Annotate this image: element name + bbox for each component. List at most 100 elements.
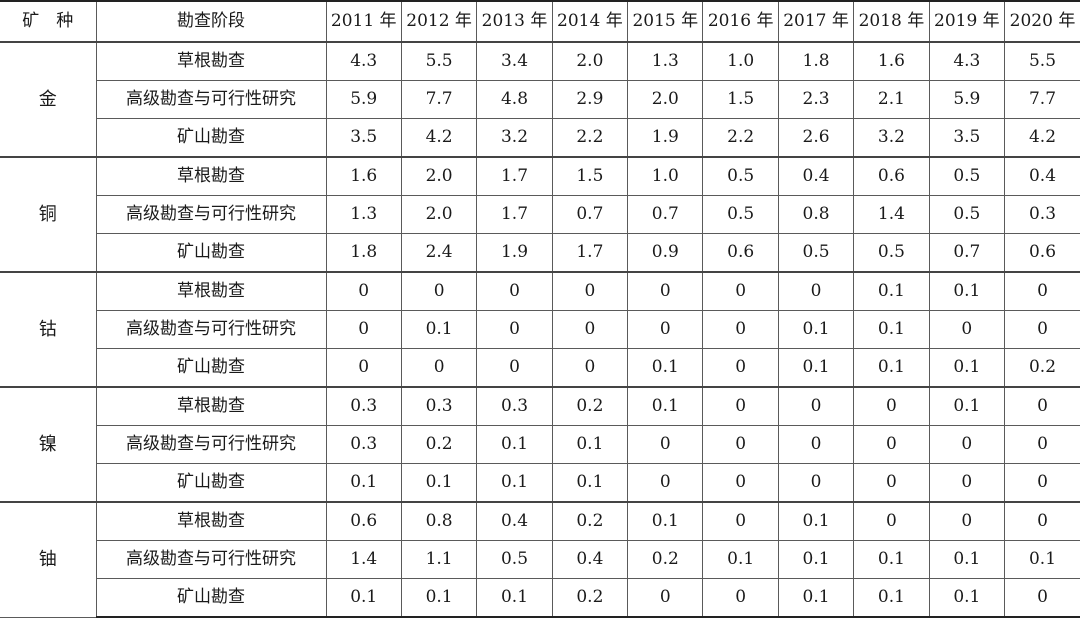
value-cell: 0.3 — [400, 386, 478, 426]
table-row: 矿山勘查 1.8 2.4 1.9 1.7 0.9 0.6 0.5 0.5 0.7 0.6 — [0, 233, 1080, 273]
table-row: 高级勘查与可行性研究 1.4 1.1 0.5 0.4 0.2 0.1 0.1 0.1 0.1 0.1 — [0, 540, 1080, 579]
value-cell: 0 — [702, 348, 779, 388]
stage-cell: 草根勘查 — [95, 501, 327, 541]
value-cell: 5.5 — [400, 41, 478, 81]
mineral-cell: 铀 — [0, 501, 97, 618]
table-row: 高级勘查与可行性研究 0.3 0.2 0.1 0.1 0 0 0 0 0 0 — [0, 425, 1080, 464]
value-cell: 0 — [551, 271, 629, 311]
value-cell: 1.4 — [325, 540, 402, 579]
mineral-cell: 钴 — [0, 271, 97, 388]
value-cell: 0 — [853, 425, 930, 464]
value-cell: 0.1 — [627, 501, 704, 541]
value-cell: 0.1 — [400, 578, 478, 618]
value-cell: 0 — [400, 271, 478, 311]
value-cell: 0.1 — [853, 310, 930, 349]
value-cell: 0 — [400, 348, 478, 388]
value-cell: 0.1 — [777, 501, 855, 541]
value-cell: 2.0 — [400, 156, 478, 196]
value-cell: 2.0 — [627, 80, 704, 119]
stage-cell: 高级勘查与可行性研究 — [96, 80, 327, 119]
header-year-2017: 2017 年 — [777, 0, 855, 43]
value-cell: 1.3 — [627, 41, 704, 81]
value-cell: 2.1 — [853, 80, 930, 119]
value-cell: 0.1 — [476, 463, 553, 503]
value-cell: 7.7 — [1004, 80, 1080, 119]
value-cell: 0 — [777, 386, 855, 426]
mineral-cell: 金 — [0, 41, 97, 158]
value-cell: 4.8 — [476, 80, 553, 119]
value-cell: 0 — [627, 578, 704, 618]
value-cell: 0 — [1004, 386, 1080, 426]
value-cell: 0 — [325, 348, 402, 388]
value-cell: 0 — [777, 425, 855, 464]
value-cell: 0.8 — [400, 501, 478, 541]
value-cell: 0.1 — [777, 348, 855, 388]
value-cell: 0.1 — [400, 463, 478, 503]
value-cell: 0.2 — [551, 578, 629, 618]
value-cell: 0.3 — [1004, 195, 1080, 234]
value-cell: 0 — [476, 271, 553, 311]
stage-cell: 矿山勘查 — [96, 578, 327, 618]
value-cell: 5.5 — [1004, 41, 1080, 81]
value-cell: 0.1 — [928, 271, 1006, 311]
value-cell: 0 — [476, 348, 553, 388]
value-cell: 0.2 — [551, 386, 629, 426]
value-cell: 3.2 — [853, 118, 930, 158]
header-year-2018: 2018 年 — [853, 0, 930, 43]
stage-cell: 草根勘查 — [95, 41, 327, 81]
stage-cell: 高级勘查与可行性研究 — [96, 540, 327, 579]
value-cell: 0.3 — [325, 425, 402, 464]
value-cell: 0 — [928, 501, 1006, 541]
header-year-2011: 2011 年 — [325, 0, 402, 43]
value-cell: 0.4 — [476, 501, 553, 541]
header-row: 矿 种 勘查阶段 2011 年 2012 年 2013 年 2014 年 201… — [0, 0, 1080, 43]
value-cell: 1.1 — [400, 540, 478, 579]
value-cell: 0.4 — [777, 156, 855, 196]
value-cell: 1.7 — [551, 233, 629, 273]
value-cell: 0.1 — [777, 310, 855, 349]
value-cell: 0 — [551, 348, 629, 388]
value-cell: 0.2 — [1004, 348, 1080, 388]
table-row: 金草根勘查 4.3 5.5 3.4 2.0 1.3 1.0 1.8 1.6 4.3 5.5 — [0, 41, 1080, 158]
value-cell: 0 — [627, 271, 704, 311]
value-cell: 0.1 — [928, 348, 1006, 388]
value-cell: 0 — [928, 425, 1006, 464]
value-cell: 0.6 — [1004, 233, 1080, 273]
table-header: 矿 种 勘查阶段 2011 年 2012 年 2013 年 2014 年 201… — [0, 0, 1080, 43]
value-cell: 0 — [325, 310, 402, 349]
value-cell: 0 — [627, 425, 704, 464]
value-cell: 0.1 — [1004, 540, 1080, 579]
value-cell: 0 — [853, 501, 930, 541]
value-cell: 2.2 — [551, 118, 629, 158]
value-cell: 1.8 — [325, 233, 402, 273]
value-cell: 1.9 — [476, 233, 553, 273]
value-cell: 0 — [1004, 578, 1080, 618]
value-cell: 3.5 — [325, 118, 402, 158]
mineral-cell: 铜 — [0, 156, 97, 273]
value-cell: 1.7 — [476, 195, 553, 234]
value-cell: 0 — [551, 310, 629, 349]
value-cell: 0 — [627, 310, 704, 349]
value-cell: 2.2 — [702, 118, 779, 158]
stage-cell: 高级勘查与可行性研究 — [96, 310, 327, 349]
value-cell: 0 — [853, 463, 930, 503]
value-cell: 0 — [1004, 501, 1080, 541]
value-cell: 0.1 — [551, 463, 629, 503]
value-cell: 0.1 — [928, 540, 1006, 579]
value-cell: 0.5 — [853, 233, 930, 273]
value-cell: 0 — [928, 310, 1006, 349]
value-cell: 0.1 — [476, 425, 553, 464]
value-cell: 0 — [928, 463, 1006, 503]
table-row: 高级勘查与可行性研究 0 0.1 0 0 0 0 0.1 0.1 0 0 — [0, 310, 1080, 349]
header-year-2019: 2019 年 — [928, 0, 1006, 43]
value-cell: 0.1 — [853, 578, 930, 618]
value-cell: 0 — [627, 463, 704, 503]
header-year-2015: 2015 年 — [627, 0, 704, 43]
mineral-cell: 镍 — [0, 386, 97, 503]
value-cell: 0 — [1004, 271, 1080, 311]
value-cell: 2.6 — [777, 118, 855, 158]
value-cell: 0 — [777, 271, 855, 311]
value-cell: 3.2 — [476, 118, 553, 158]
value-cell: 0.1 — [627, 386, 704, 426]
